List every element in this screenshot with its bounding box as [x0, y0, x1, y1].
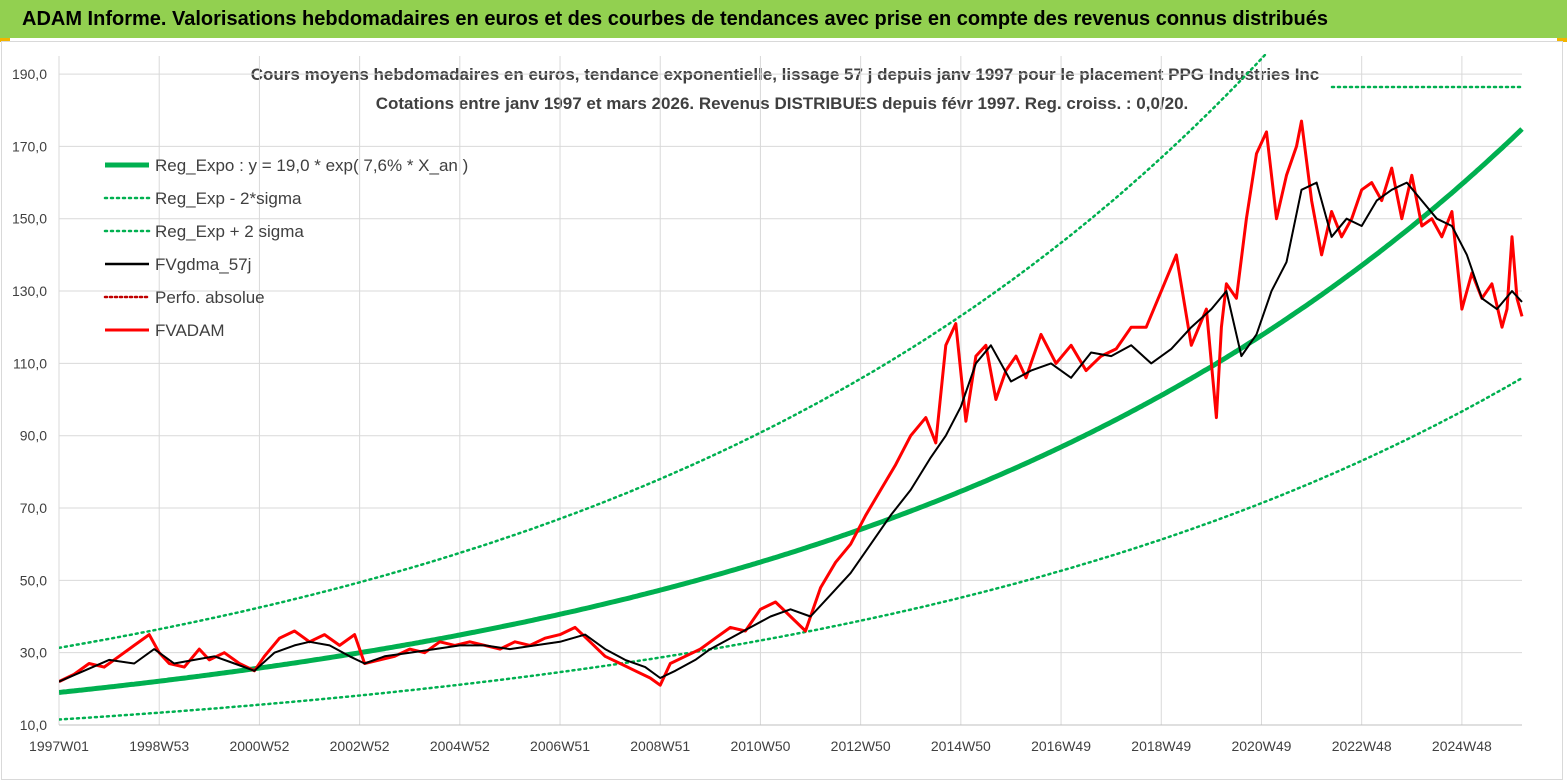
x-tick-label-8: 2012W50 — [831, 738, 891, 754]
series-line-band_high — [59, 54, 1268, 650]
legend: Reg_Expo : y = 19,0 * exp( 7,6% * X_an )… — [103, 156, 468, 340]
x-tick-label-1: 1998W53 — [129, 738, 189, 754]
y-tick-label-5: 110,0 — [13, 355, 47, 371]
y-tick-label-7: 150,0 — [12, 211, 47, 227]
y-axis: 10,0 30,0 50,0 70,0 90,0 110,0 130,0 150,0 170,0… — [12, 66, 47, 733]
series-line-perfo — [59, 181, 1523, 683]
chart: Cours moyens hebdomadaires en euros, ten… — [12, 54, 1524, 754]
grid-lines — [58, 56, 1522, 726]
x-tick-label-12: 2020W49 — [1231, 738, 1291, 754]
x-tick-label-7: 2010W50 — [730, 738, 790, 754]
y-tick-label-8: 170,0 — [12, 138, 47, 154]
legend-label-5: FVADAM — [155, 321, 225, 340]
series-line-band_low — [59, 376, 1524, 721]
banner-corner-right — [1557, 38, 1567, 42]
y-tick-label-4: 90,0 — [20, 428, 47, 444]
plot-area — [59, 54, 1524, 721]
banner-corner-left — [0, 38, 10, 42]
page-banner: ADAM Informe. Valorisations hebdomadaire… — [0, 0, 1567, 38]
chart-frame: Cours moyens hebdomadaires en euros, ten… — [1, 41, 1563, 780]
x-tick-label-6: 2008W51 — [630, 738, 690, 754]
x-tick-label-9: 2014W50 — [931, 738, 991, 754]
legend-label-0: Reg_Expo : y = 19,0 * exp( 7,6% * X_an ) — [155, 156, 468, 175]
chart-subtitle: Cotations entre janv 1997 et mars 2026. … — [376, 94, 1189, 113]
legend-label-4: Perfo. absolue — [155, 288, 265, 307]
banner-title: ADAM Informe. Valorisations hebdomadaire… — [22, 8, 1328, 30]
y-tick-label-0: 10,0 — [20, 717, 47, 733]
series-line-reg — [59, 127, 1524, 695]
y-tick-label-2: 50,0 — [20, 572, 47, 588]
legend-label-2: Reg_Exp + 2 sigma — [155, 222, 304, 241]
y-tick-label-6: 130,0 — [12, 283, 47, 299]
x-tick-label-11: 2018W49 — [1131, 738, 1191, 754]
x-tick-label-4: 2004W52 — [430, 738, 490, 754]
y-tick-label-9: 190,0 — [12, 66, 47, 82]
legend-label-3: FVgdma_57j — [155, 255, 251, 274]
x-axis: 1997W01 1998W53 2000W52 2002W52 2004W52 2006W… — [29, 738, 1492, 754]
legend-label-1: Reg_Exp - 2*sigma — [155, 189, 302, 208]
x-tick-label-3: 2002W52 — [330, 738, 390, 754]
series-line-smooth — [59, 181, 1523, 683]
y-tick-label-3: 70,0 — [20, 500, 47, 516]
x-tick-label-14: 2024W48 — [1432, 738, 1492, 754]
x-tick-label-2: 2000W52 — [229, 738, 289, 754]
x-tick-label-0: 1997W01 — [29, 738, 89, 754]
series-line-raw — [59, 119, 1524, 687]
x-tick-label-5: 2006W51 — [530, 738, 590, 754]
y-tick-label-1: 30,0 — [20, 645, 47, 661]
x-tick-label-13: 2022W48 — [1332, 738, 1392, 754]
x-tick-label-10: 2016W49 — [1031, 738, 1091, 754]
